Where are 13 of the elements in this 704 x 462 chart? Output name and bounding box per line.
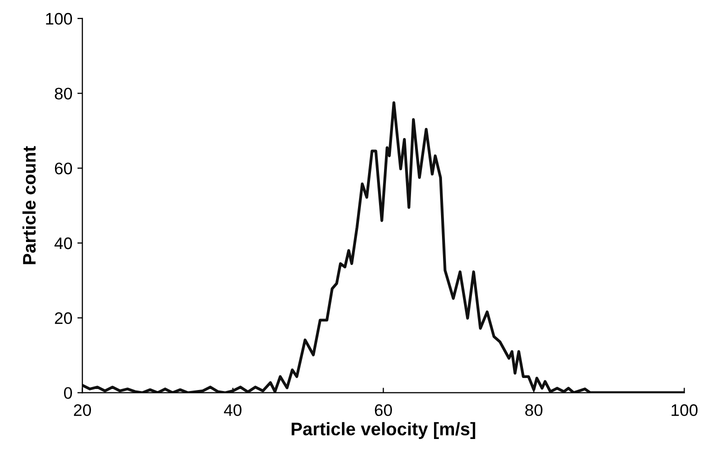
y-tick-label: 20 (54, 312, 72, 324)
x-tick-label: 20 (74, 404, 91, 416)
y-tick-label: 60 (54, 162, 72, 174)
x-tick-label: 60 (374, 404, 392, 416)
x-tick-label: 80 (525, 404, 542, 416)
y-tick-label: 0 (64, 387, 72, 399)
x-axis-title: Particle velocity [m/s] (292, 422, 476, 439)
y-tick-label: 40 (54, 237, 72, 250)
y-axis-title: Particle count (22, 146, 36, 264)
y-tick-label: 80 (54, 88, 72, 100)
x-tick-label: 100 (672, 404, 698, 416)
x-tick-label: 40 (224, 404, 242, 416)
y-tick-label: 100 (46, 12, 72, 25)
